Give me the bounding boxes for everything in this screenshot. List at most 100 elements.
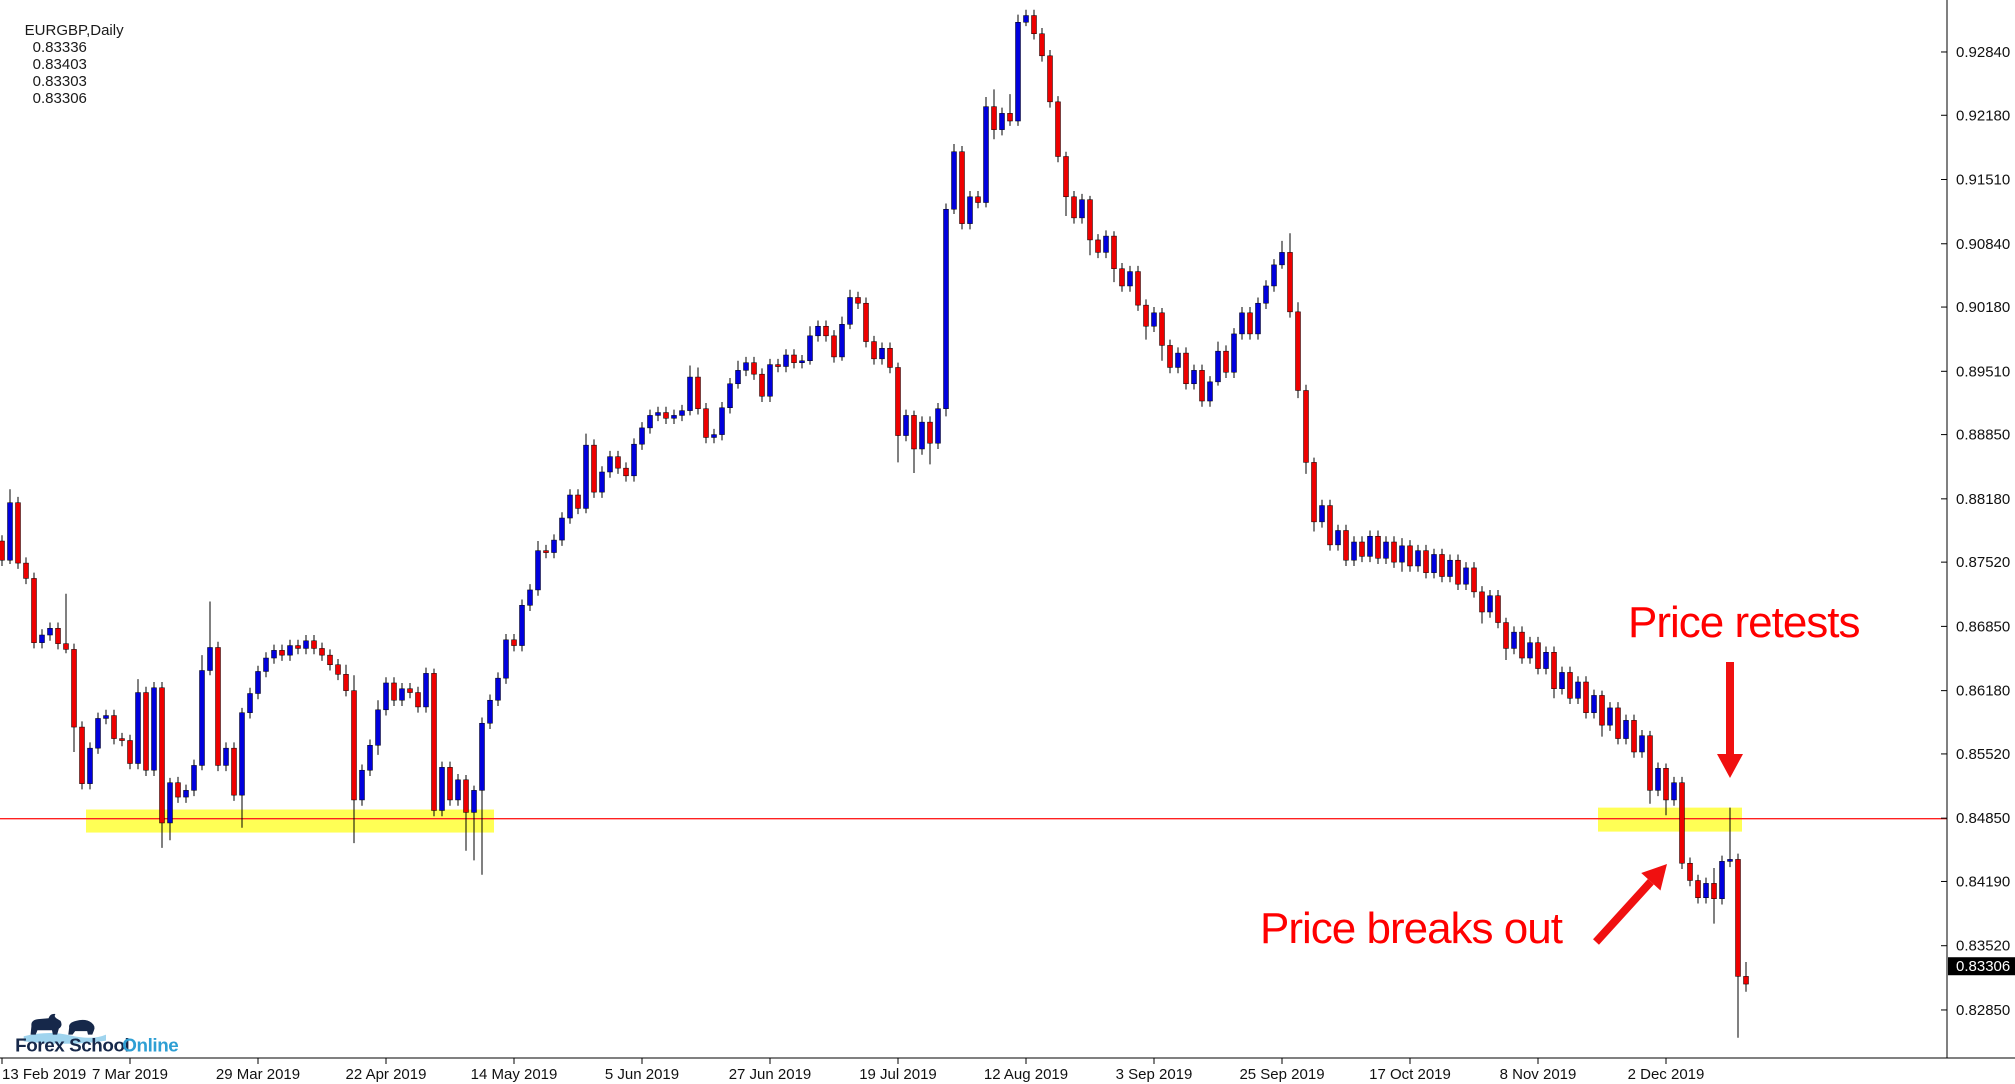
bull-candle (207, 647, 213, 671)
bull-candle (151, 687, 157, 771)
bull-candle (1591, 695, 1597, 713)
bear-candle (1567, 672, 1573, 699)
bear-candle (1455, 559, 1461, 585)
bear-candle (1471, 567, 1477, 593)
bull-candle (303, 640, 309, 649)
price-tick-label: 0.82850 (1956, 1002, 2010, 1019)
bear-candle (1647, 735, 1653, 791)
bear-candle (855, 297, 861, 304)
bear-candle (1039, 33, 1045, 57)
price-tick-label: 0.89510 (1956, 363, 2010, 380)
date-tick-label: 14 May 2019 (471, 1066, 558, 1083)
current-price-marker: 0.83306 (1948, 957, 2015, 976)
bear-candle (15, 502, 21, 564)
bull-candle (495, 677, 501, 701)
bull-candle (1671, 782, 1677, 801)
bull-candle (559, 517, 565, 541)
bear-candle (295, 645, 301, 649)
bull-candle (1575, 681, 1581, 699)
bear-candle (1071, 196, 1077, 219)
bull-candle (519, 605, 525, 646)
bull-candle (439, 767, 445, 811)
bull-candle (1319, 505, 1325, 523)
bull-candle (1215, 350, 1221, 383)
date-axis-labels: 13 Feb 2019 7 Mar 2019 29 Mar 2019 22 Apr 2… (1, 1058, 1704, 1083)
price-tick-label: 0.85520 (1956, 746, 2010, 763)
annotation-arrow-shaft (1593, 879, 1654, 945)
bull-candle (287, 645, 293, 656)
date-tick-label: 7 Mar 2019 (92, 1066, 168, 1083)
quote-low: 0.83303 (32, 73, 87, 90)
bear-candle (143, 692, 149, 771)
bear-candle (1391, 541, 1397, 563)
bull-candle (1431, 554, 1437, 573)
bear-candle (1159, 312, 1165, 346)
bear-candle (327, 654, 333, 665)
bull-candle (1079, 199, 1085, 219)
bull-candle (879, 348, 885, 360)
bull-candle (255, 671, 261, 694)
price-tick-label: 0.88180 (1956, 491, 2010, 508)
bull-candle (943, 208, 949, 409)
bear-candle (1663, 768, 1669, 801)
bull-candle (39, 634, 45, 643)
bull-candle (1335, 530, 1341, 546)
bull-candle (743, 362, 749, 371)
bear-candle (1743, 976, 1749, 985)
bear-candle (1007, 113, 1013, 122)
bull-candle (1447, 559, 1453, 577)
annotation-arrow-head (1717, 754, 1743, 778)
bull-candle (1255, 302, 1261, 335)
price-tick-label: 0.91510 (1956, 172, 2010, 189)
bull-candle (583, 444, 589, 509)
bear-candle (1711, 883, 1717, 899)
bull-candle (1383, 541, 1389, 559)
bull-candle (535, 550, 541, 591)
bear-candle (1343, 530, 1349, 561)
bear-candle (311, 640, 317, 649)
bear-candle (623, 467, 629, 477)
bear-candle (391, 682, 397, 701)
bear-candle (663, 412, 669, 419)
bear-candle (927, 421, 933, 444)
bear-candle (79, 726, 85, 784)
price-tick-label: 0.86850 (1956, 618, 2010, 635)
bull-candle (767, 364, 773, 397)
bear-candle (1495, 595, 1501, 623)
price-axis-labels: 0.92840 0.92180 0.91510 0.90840 0.90180 0.895… (1941, 44, 2010, 1019)
price-tick-label: 0.86180 (1956, 683, 2010, 700)
bear-candle (431, 673, 437, 811)
bull-candle (711, 434, 717, 438)
date-tick-label: 27 Jun 2019 (729, 1066, 812, 1083)
bear-candle (1287, 252, 1293, 313)
bull-candle (423, 673, 429, 708)
bear-candle (1247, 312, 1253, 335)
bear-candle (959, 151, 965, 224)
date-tick-label: 5 Jun 2019 (605, 1066, 679, 1083)
bull-candle (1239, 312, 1245, 335)
bull-candle (471, 790, 477, 813)
bull-candle (655, 412, 661, 416)
logo-text-light: Online (122, 1035, 178, 1056)
bear-candle (1111, 235, 1117, 269)
bear-candle (911, 415, 917, 450)
breakout-annotation-text: Price breaks out (1260, 904, 1563, 953)
bear-candle (0, 540, 5, 561)
bull-candle (1527, 642, 1533, 659)
bear-candle (1063, 156, 1069, 198)
bull-candle (815, 325, 821, 337)
bull-candle (1263, 285, 1269, 304)
bear-candle (1295, 311, 1301, 391)
bear-candle (31, 578, 37, 643)
bear-candle (215, 647, 221, 766)
bear-candle (175, 782, 181, 798)
bear-candle (1183, 352, 1189, 385)
bull-candle (1271, 264, 1277, 287)
bull-candle (1191, 370, 1197, 385)
bear-candle (1087, 199, 1093, 241)
date-tick-label: 12 Aug 2019 (984, 1066, 1068, 1083)
bull-candle (1415, 550, 1421, 567)
bear-candle (335, 664, 341, 675)
bear-candle (1375, 535, 1381, 559)
